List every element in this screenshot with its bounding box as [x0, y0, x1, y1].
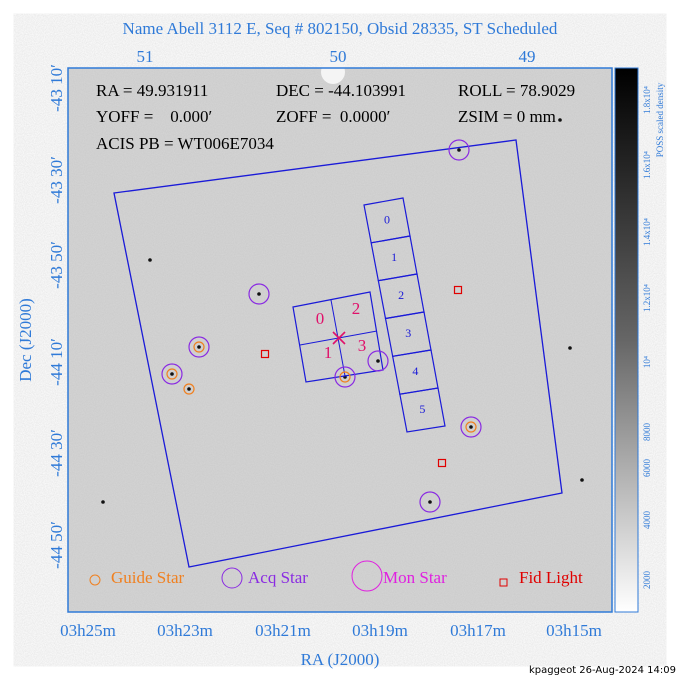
- colorbar-tick: 1.2x10⁴: [642, 284, 652, 312]
- bright-star: [321, 60, 345, 84]
- left-tick: -44 50′: [47, 521, 66, 569]
- y-label: Dec (J2000): [16, 298, 35, 382]
- star: [197, 345, 201, 349]
- info-line: DEC = -44.103991: [276, 81, 406, 100]
- star: [469, 425, 473, 429]
- top-tick: 50: [330, 47, 347, 66]
- star: [457, 148, 461, 152]
- bottom-tick: 03h23m: [157, 621, 213, 640]
- fid-light: [437, 458, 447, 468]
- left-tick: -43 50′: [47, 241, 66, 289]
- colorbar: [614, 67, 639, 613]
- acq-star: [248, 283, 270, 305]
- legend-label: Acq Star: [248, 568, 308, 587]
- guide-star: [166, 368, 178, 380]
- acq-star: [161, 363, 183, 385]
- colorbar-tick: 1.8x10⁴: [642, 86, 652, 114]
- left-tick: -43 10′: [47, 64, 66, 112]
- x-label: RA (J2000): [301, 650, 380, 669]
- acis-s-label: 4: [412, 364, 418, 378]
- bottom-tick: 03h17m: [450, 621, 506, 640]
- acis-i-label: 1: [324, 343, 333, 362]
- acis-s-label: 3: [405, 326, 411, 340]
- bottom-tick: 03h25m: [60, 621, 116, 640]
- acis-s-label: 0: [384, 212, 390, 226]
- colorbar-tick: 8000: [642, 423, 652, 442]
- legend-label: Mon Star: [383, 568, 447, 587]
- guide-star: [339, 371, 351, 383]
- colorbar-tick: 6000: [642, 459, 652, 478]
- acis-i-label: 0: [316, 309, 325, 328]
- top-tick: 49: [519, 47, 536, 66]
- guide-star: [183, 383, 195, 395]
- colorbar-tick: 1.6x10⁴: [642, 151, 652, 179]
- colorbar-label: POSS scaled density: [655, 82, 665, 157]
- acis-s-label: 1: [391, 250, 397, 264]
- acis-s-label: 5: [419, 402, 425, 416]
- title: Name Abell 3112 E, Seq # 802150, Obsid 2…: [123, 19, 558, 38]
- legend-guide: [89, 574, 101, 586]
- legend-fid: [499, 578, 508, 587]
- left-tick: -43 30′: [47, 156, 66, 204]
- legend-acq: [221, 567, 243, 589]
- acis-s-chip: [399, 387, 446, 433]
- star: [580, 478, 584, 482]
- legend-label: Fid Light: [519, 568, 583, 587]
- acis-i-label: 3: [358, 336, 367, 355]
- plot-frame: [67, 67, 613, 613]
- star: [101, 500, 105, 504]
- legend-mon: [351, 560, 383, 592]
- acis-i-label: 2: [352, 299, 361, 318]
- star: [257, 292, 261, 296]
- bottom-tick: 03h21m: [255, 621, 311, 640]
- footer: kpaggeot 26-Aug-2024 14:09: [529, 665, 676, 676]
- left-tick: -44 30′: [47, 429, 66, 477]
- star: [187, 387, 191, 391]
- info-line: ACIS PB = WT006E7034: [96, 134, 274, 153]
- guide-star: [465, 421, 477, 433]
- info-line: RA = 49.931911: [96, 81, 208, 100]
- info-line: ZOFF = 0.0000′: [276, 107, 390, 126]
- colorbar-tick: 10⁴: [642, 356, 652, 368]
- info-line: ROLL = 78.9029: [458, 81, 575, 100]
- bottom-tick: 03h19m: [352, 621, 408, 640]
- acq-star: [460, 416, 482, 438]
- bottom-tick: 03h15m: [546, 621, 602, 640]
- acis-s-label: 2: [398, 288, 404, 302]
- star: [568, 346, 572, 350]
- aimpoint: [332, 331, 346, 345]
- left-tick: -44 10′: [47, 338, 66, 386]
- guide-star: [193, 341, 205, 353]
- star: [428, 500, 432, 504]
- legend-label: Guide Star: [111, 568, 185, 587]
- top-tick: 51: [137, 47, 154, 66]
- fid-light: [260, 349, 270, 359]
- fid-light: [453, 285, 463, 295]
- field-of-view: [113, 139, 563, 568]
- acq-star: [419, 491, 441, 513]
- colorbar-tick: 4000: [642, 511, 652, 530]
- star: [170, 372, 174, 376]
- star: [558, 118, 562, 122]
- colorbar-tick: 2000: [642, 571, 652, 590]
- info-line: YOFF = 0.000′: [96, 107, 212, 126]
- info-line: ZSIM = 0 mm: [458, 107, 556, 126]
- colorbar-tick: 1.4x10⁴: [642, 218, 652, 246]
- acq-star: [334, 366, 356, 388]
- acq-star: [448, 139, 470, 161]
- star: [376, 359, 380, 363]
- acq-star: [188, 336, 210, 358]
- acq-star: [367, 350, 389, 372]
- star: [148, 258, 152, 262]
